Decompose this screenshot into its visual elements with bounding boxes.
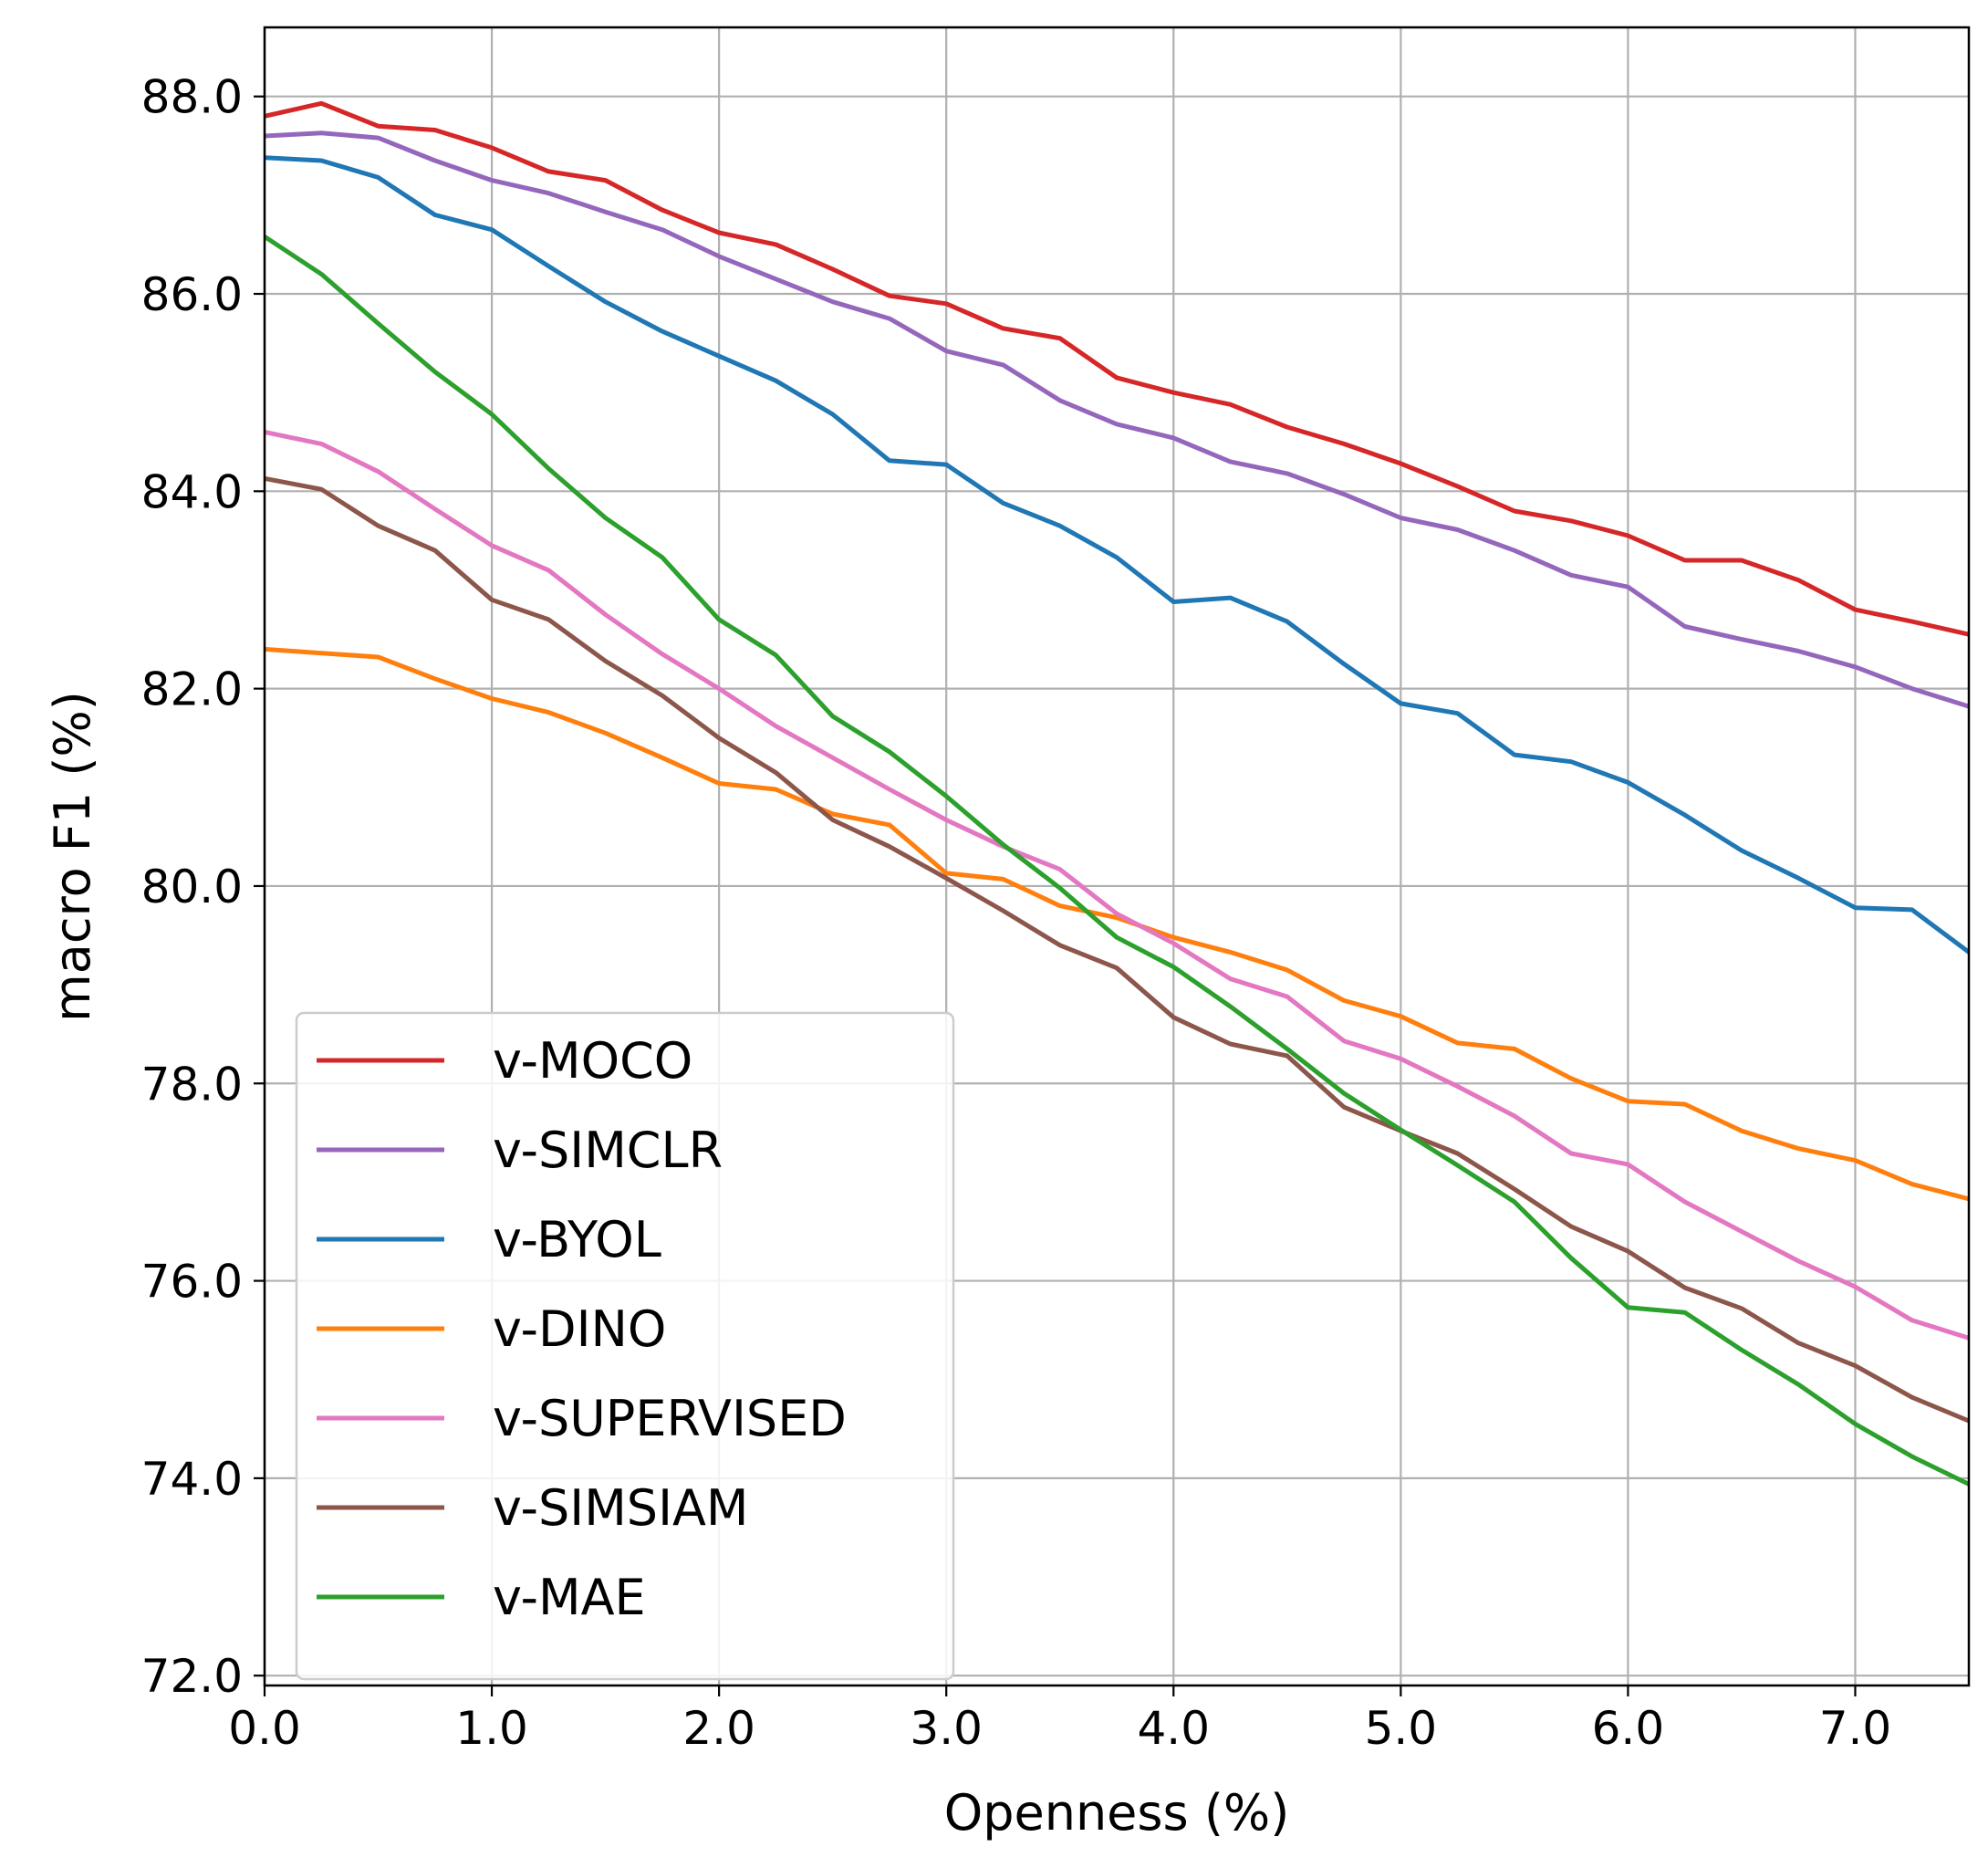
y-tick-label: 72.0 bbox=[141, 1650, 243, 1703]
x-tick-label: 4.0 bbox=[1138, 1702, 1211, 1755]
x-tick-label: 0.0 bbox=[228, 1702, 301, 1755]
y-tick-label: 82.0 bbox=[141, 663, 243, 716]
y-axis-title: macro F1 (%) bbox=[44, 691, 101, 1022]
legend-label-v-simclr: v-SIMCLR bbox=[493, 1122, 723, 1179]
series-line-v-simsiam bbox=[265, 475, 1969, 1424]
x-tick-label: 3.0 bbox=[910, 1702, 983, 1755]
series-line-v-simclr bbox=[265, 130, 1969, 709]
legend-label-v-supervised: v-SUPERVISED bbox=[493, 1390, 847, 1447]
legend-label-v-mae: v-MAE bbox=[493, 1569, 646, 1626]
legend-label-v-simsiam: v-SIMSIAM bbox=[493, 1479, 749, 1537]
y-tick-label: 88.0 bbox=[141, 71, 243, 124]
series-line-v-dino bbox=[265, 646, 1969, 1202]
x-axis-title: Openness (%) bbox=[944, 1784, 1290, 1842]
y-tick-label: 86.0 bbox=[141, 268, 243, 321]
y-tick-label: 74.0 bbox=[141, 1453, 243, 1506]
axis-ticks: 0.0 1.0 2.0 3.0 4.0 5.0 6.0 7.0 72.0 74.0 76.0 78.0… bbox=[141, 71, 1892, 1755]
x-tick-label: 7.0 bbox=[1819, 1702, 1892, 1755]
series-line-v-supervised bbox=[265, 429, 1969, 1341]
x-tick-label: 5.0 bbox=[1365, 1702, 1438, 1755]
legend-label-v-byol: v-BYOL bbox=[493, 1211, 661, 1268]
x-tick-label: 2.0 bbox=[682, 1702, 755, 1755]
y-tick-label: 78.0 bbox=[141, 1058, 243, 1111]
legend-label-v-moco: v-MOCO bbox=[493, 1032, 692, 1090]
legend: v-MOCO v-SIMCLR v-BYOL v-DINO v-SUPERVISED v-… bbox=[295, 1011, 955, 1681]
series-lines bbox=[265, 100, 1969, 1487]
series-line-v-byol bbox=[265, 155, 1969, 955]
y-tick-label: 76.0 bbox=[141, 1256, 243, 1309]
y-tick-label: 80.0 bbox=[141, 861, 243, 913]
series-line-v-mae bbox=[265, 234, 1969, 1487]
x-tick-label: 1.0 bbox=[455, 1702, 528, 1755]
x-tick-label: 6.0 bbox=[1592, 1702, 1665, 1755]
legend-box bbox=[295, 1011, 955, 1681]
series-line-v-moco bbox=[265, 100, 1969, 637]
legend-label-v-dino: v-DINO bbox=[493, 1300, 666, 1358]
y-tick-label: 84.0 bbox=[141, 465, 243, 518]
plot-frame bbox=[263, 26, 1971, 1687]
